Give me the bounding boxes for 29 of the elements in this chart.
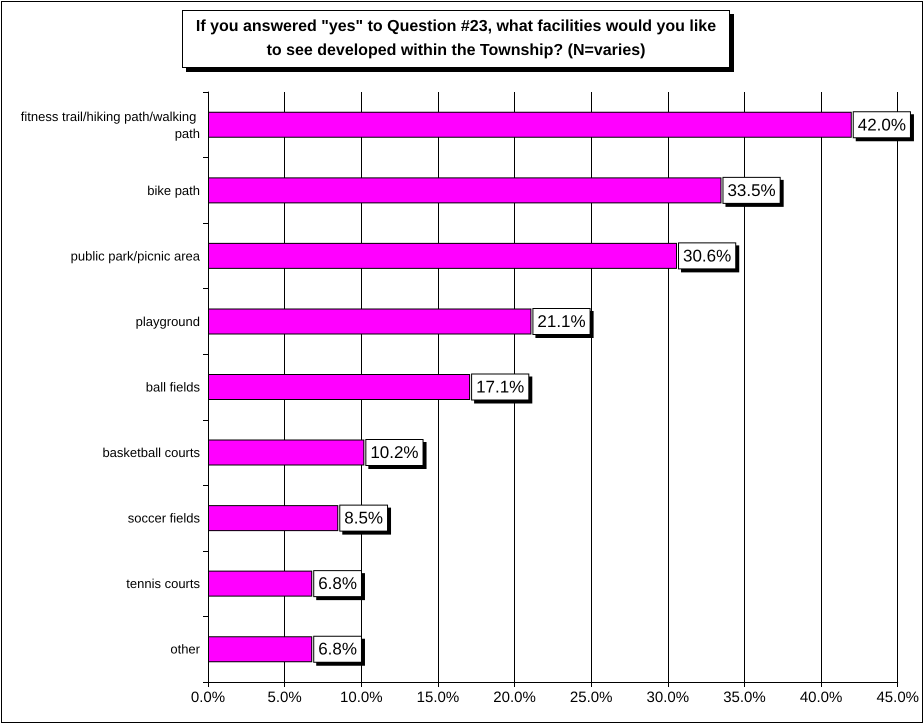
data-label: 17.1% — [476, 378, 524, 396]
y-tick-label: fitness trail/hiking path/walking path — [20, 108, 200, 141]
y-tick-label: other — [170, 642, 201, 657]
x-tick-label: 25.0% — [570, 689, 612, 706]
x-tick-label: 20.0% — [493, 689, 536, 706]
y-tick-label: playground — [136, 314, 200, 329]
data-label: 6.8% — [318, 574, 357, 594]
y-tick-label: basketball courts — [102, 445, 200, 460]
x-tick-label: 45.0% — [876, 689, 920, 706]
data-label: 33.5% — [727, 180, 776, 200]
chart-title: If you answered "yes" to Question #23, what facilities would you like to see developed within the Township? (N=varies) — [182, 10, 730, 68]
y-tick-label: bike path — [147, 182, 200, 198]
data-label: 30.6% — [683, 246, 732, 266]
x-tick-label: 40.0% — [800, 689, 842, 706]
x-tick-label: 5.0% — [268, 689, 302, 706]
x-tick-label: 30.0% — [646, 689, 690, 706]
data-label: 10.2% — [370, 443, 419, 462]
data-label: 42.0% — [858, 115, 906, 134]
y-tick-label: public park/picnic area — [70, 248, 201, 264]
x-tick-label: 15.0% — [416, 689, 460, 706]
x-tick-label: 0.0% — [190, 689, 226, 706]
y-tick-label: soccer fields — [128, 510, 200, 526]
data-label: 6.8% — [318, 640, 357, 659]
data-label: 8.5% — [344, 508, 384, 528]
x-tick-label: 10.0% — [340, 689, 383, 706]
y-tick-label: ball fields — [146, 380, 200, 394]
x-tick-label: 35.0% — [723, 689, 766, 706]
y-tick-label: tennis courts — [126, 576, 200, 592]
data-label: 21.1% — [537, 312, 586, 331]
